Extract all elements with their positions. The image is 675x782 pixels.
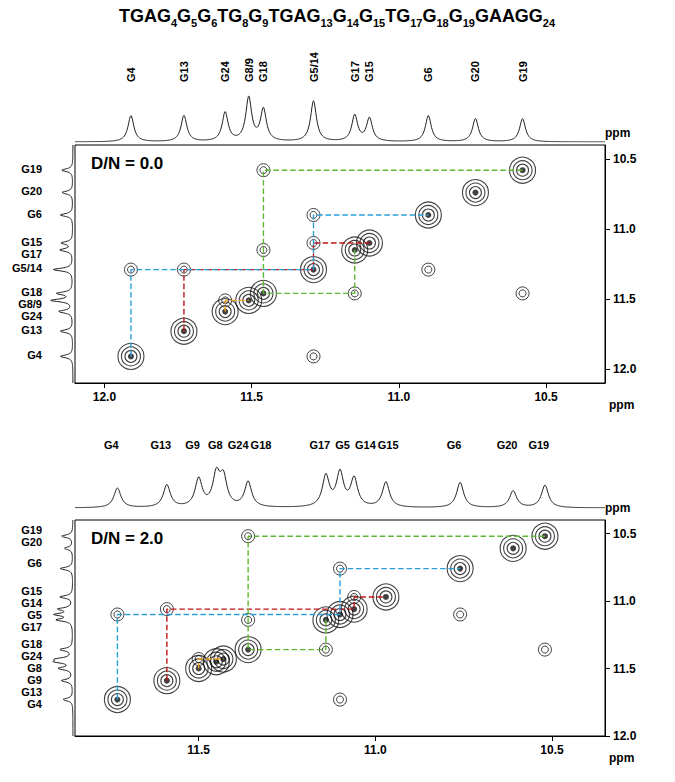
svg-text:10.5: 10.5 (540, 743, 564, 757)
svg-text:T: T (217, 6, 228, 26)
svg-text:G17: G17 (309, 439, 330, 451)
svg-text:TGA: TGA (119, 6, 157, 26)
svg-text:G6: G6 (422, 67, 434, 82)
svg-text:G: G (306, 6, 320, 26)
svg-text:11.5: 11.5 (613, 662, 636, 676)
svg-text:G: G (449, 6, 463, 26)
svg-text:G18: G18 (21, 638, 42, 650)
svg-text:G9: G9 (27, 674, 42, 686)
svg-text:G: G (228, 6, 242, 26)
svg-text:11.0: 11.0 (613, 594, 636, 608)
svg-text:G: G (157, 6, 171, 26)
svg-text:G: G (529, 6, 543, 26)
svg-text:G8: G8 (208, 439, 223, 451)
svg-text:G9: G9 (185, 439, 200, 451)
svg-text:G18: G18 (21, 286, 42, 298)
svg-text:ppm: ppm (609, 398, 634, 412)
svg-text:G8/9: G8/9 (18, 298, 42, 310)
svg-text:G18: G18 (251, 439, 272, 451)
svg-text:11.0: 11.0 (388, 390, 411, 404)
svg-text:G13: G13 (21, 324, 42, 336)
svg-text:TGA: TGA (268, 6, 306, 26)
svg-text:ppm: ppm (605, 501, 630, 515)
svg-text:G14: G14 (21, 597, 43, 609)
svg-text:G5: G5 (335, 439, 350, 451)
svg-text:ppm: ppm (609, 751, 634, 765)
svg-text:G: G (359, 6, 373, 26)
svg-text:G20: G20 (21, 185, 42, 197)
svg-text:18: 18 (436, 17, 448, 29)
svg-text:12.0: 12.0 (613, 362, 637, 376)
svg-text:G: G (333, 6, 347, 26)
svg-text:G8: G8 (27, 662, 42, 674)
svg-text:G15: G15 (363, 61, 375, 82)
svg-text:G17: G17 (21, 248, 42, 260)
svg-text:G15: G15 (21, 236, 42, 248)
svg-text:12.0: 12.0 (613, 729, 637, 743)
svg-text:11.0: 11.0 (613, 222, 636, 236)
svg-text:17: 17 (410, 17, 422, 29)
svg-text:G17: G17 (21, 621, 42, 633)
svg-text:G6: G6 (27, 557, 42, 569)
svg-text:G6: G6 (447, 439, 462, 451)
svg-text:G4: G4 (27, 698, 43, 710)
svg-text:G8/9: G8/9 (243, 58, 255, 82)
svg-text:D/N = 2.0: D/N = 2.0 (91, 529, 163, 548)
svg-text:10.5: 10.5 (613, 527, 637, 541)
svg-text:G4: G4 (104, 439, 120, 451)
svg-text:G13: G13 (150, 439, 171, 451)
svg-text:G13: G13 (21, 686, 42, 698)
svg-text:G5/14: G5/14 (308, 51, 320, 82)
svg-text:G19: G19 (21, 163, 42, 175)
svg-text:4: 4 (170, 16, 177, 29)
svg-text:11.5: 11.5 (187, 743, 210, 757)
svg-text:G19: G19 (528, 439, 549, 451)
svg-text:GAAG: GAAG (475, 6, 529, 26)
svg-text:G: G (248, 6, 262, 26)
svg-text:8: 8 (242, 16, 249, 29)
svg-text:G24: G24 (21, 310, 43, 322)
svg-text:T: T (385, 6, 396, 26)
svg-text:11.5: 11.5 (613, 292, 636, 306)
svg-text:15: 15 (373, 17, 385, 29)
svg-text:10.5: 10.5 (534, 390, 558, 404)
svg-text:G: G (396, 6, 410, 26)
svg-text:12.0: 12.0 (93, 390, 117, 404)
svg-text:G5: G5 (27, 609, 42, 621)
svg-text:G19: G19 (21, 524, 42, 536)
svg-text:G20: G20 (497, 439, 518, 451)
svg-text:G5/14: G5/14 (12, 262, 43, 274)
svg-text:G19: G19 (517, 61, 529, 82)
svg-text:G24: G24 (21, 650, 43, 662)
svg-text:G17: G17 (349, 61, 361, 82)
svg-text:19: 19 (463, 17, 475, 29)
svg-text:11.0: 11.0 (364, 743, 387, 757)
svg-text:D/N = 0.0: D/N = 0.0 (91, 154, 163, 173)
svg-text:5: 5 (191, 16, 198, 29)
svg-text:G18: G18 (257, 61, 269, 82)
svg-text:G: G (422, 6, 436, 26)
svg-text:G13: G13 (178, 61, 190, 82)
svg-text:13: 13 (320, 17, 332, 29)
svg-text:G4: G4 (27, 349, 43, 361)
svg-text:10.5: 10.5 (613, 152, 637, 166)
svg-text:ppm: ppm (605, 126, 630, 140)
svg-text:14: 14 (347, 17, 360, 29)
svg-text:11.5: 11.5 (240, 390, 263, 404)
svg-text:G4: G4 (125, 66, 137, 82)
svg-text:G: G (177, 6, 191, 26)
svg-text:G24: G24 (219, 60, 231, 82)
svg-text:G24: G24 (228, 439, 250, 451)
svg-text:G14: G14 (355, 439, 377, 451)
svg-text:G15: G15 (21, 585, 42, 597)
svg-text:G6: G6 (27, 208, 42, 220)
svg-text:G20: G20 (469, 61, 481, 82)
svg-text:9: 9 (262, 16, 269, 29)
svg-text:24: 24 (543, 17, 556, 29)
svg-text:6: 6 (211, 16, 218, 29)
svg-text:G20: G20 (21, 536, 42, 548)
svg-text:G15: G15 (378, 439, 399, 451)
svg-text:G: G (197, 6, 211, 26)
